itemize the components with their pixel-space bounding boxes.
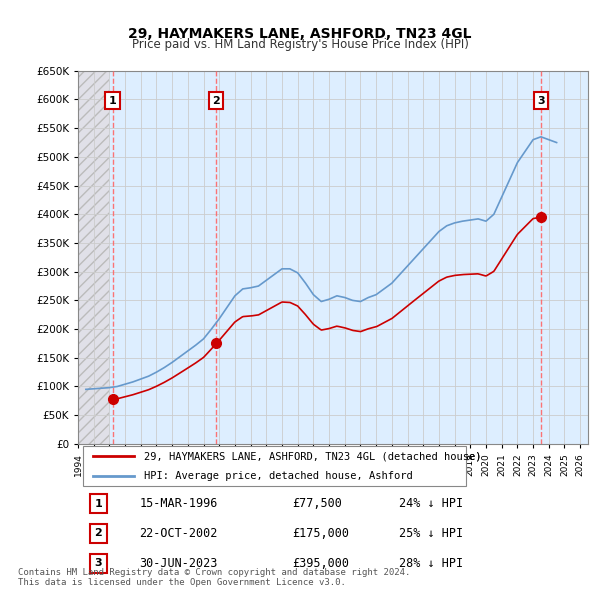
Text: 29, HAYMAKERS LANE, ASHFORD, TN23 4GL (detached house): 29, HAYMAKERS LANE, ASHFORD, TN23 4GL (d… <box>145 451 482 461</box>
Text: HPI: Average price, detached house, Ashford: HPI: Average price, detached house, Ashf… <box>145 471 413 481</box>
Text: 1: 1 <box>95 499 102 509</box>
Text: 22-OCT-2002: 22-OCT-2002 <box>139 527 218 540</box>
Text: 28% ↓ HPI: 28% ↓ HPI <box>400 557 463 570</box>
Text: Contains HM Land Registry data © Crown copyright and database right 2024.
This d: Contains HM Land Registry data © Crown c… <box>18 568 410 587</box>
Bar <box>78 71 109 444</box>
Text: £77,500: £77,500 <box>292 497 342 510</box>
Text: 3: 3 <box>537 96 545 106</box>
Text: 29, HAYMAKERS LANE, ASHFORD, TN23 4GL (detached house): 29, HAYMAKERS LANE, ASHFORD, TN23 4GL (d… <box>145 451 482 461</box>
Text: 2: 2 <box>212 96 220 106</box>
Text: 30-JUN-2023: 30-JUN-2023 <box>139 557 218 570</box>
FancyBboxPatch shape <box>83 446 466 486</box>
Text: £395,000: £395,000 <box>292 557 349 570</box>
Text: 2: 2 <box>95 529 102 539</box>
Text: 1: 1 <box>109 96 116 106</box>
Text: 25% ↓ HPI: 25% ↓ HPI <box>400 527 463 540</box>
Text: Price paid vs. HM Land Registry's House Price Index (HPI): Price paid vs. HM Land Registry's House … <box>131 38 469 51</box>
Text: £175,000: £175,000 <box>292 527 349 540</box>
Text: 29, HAYMAKERS LANE, ASHFORD, TN23 4GL: 29, HAYMAKERS LANE, ASHFORD, TN23 4GL <box>128 27 472 41</box>
Text: 15-MAR-1996: 15-MAR-1996 <box>139 497 218 510</box>
Text: 24% ↓ HPI: 24% ↓ HPI <box>400 497 463 510</box>
Text: 3: 3 <box>95 558 102 568</box>
Text: HPI: Average price, detached house, Ashford: HPI: Average price, detached house, Ashf… <box>145 471 413 481</box>
